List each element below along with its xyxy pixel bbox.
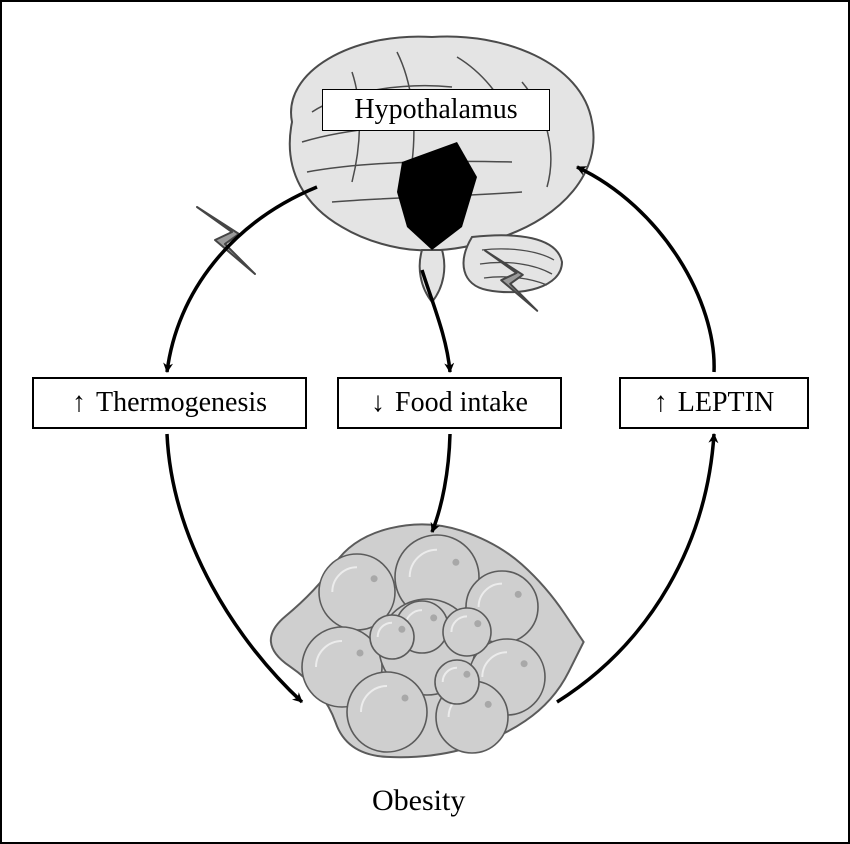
leptin-box: ↑ LEPTIN (619, 377, 809, 429)
down-arrow-icon: ↓ (371, 387, 385, 419)
up-arrow-icon: ↑ (654, 387, 668, 419)
arrow-obesity_to_leptin (557, 434, 714, 702)
thermogenesis-text: Thermogenesis (96, 387, 267, 419)
hypothalamus-label-text: Hypothalamus (354, 94, 517, 126)
arrow-leptin_to_hypo (577, 167, 714, 372)
up-arrow-icon: ↑ (72, 387, 86, 419)
lightning-bolt-icon (197, 207, 255, 274)
thermogenesis-box: ↑ Thermogenesis (32, 377, 307, 429)
hypothalamus-label: Hypothalamus (322, 89, 550, 131)
diagram-stage: Hypothalamus ↑ Thermogenesis ↓ Food inta… (0, 0, 850, 844)
food-intake-box: ↓ Food intake (337, 377, 562, 429)
food-intake-text: Food intake (395, 387, 528, 419)
brain-illustration (290, 36, 594, 302)
obesity-fat-cells (271, 524, 584, 757)
arrow-hypo_to_thermo (167, 187, 317, 372)
obesity-caption: Obesity (372, 784, 465, 818)
leptin-text: LEPTIN (678, 387, 774, 419)
obesity-caption-text: Obesity (372, 784, 465, 817)
arrow-food_to_obesity (432, 434, 450, 532)
arrow-thermo_to_obesity (167, 434, 302, 702)
